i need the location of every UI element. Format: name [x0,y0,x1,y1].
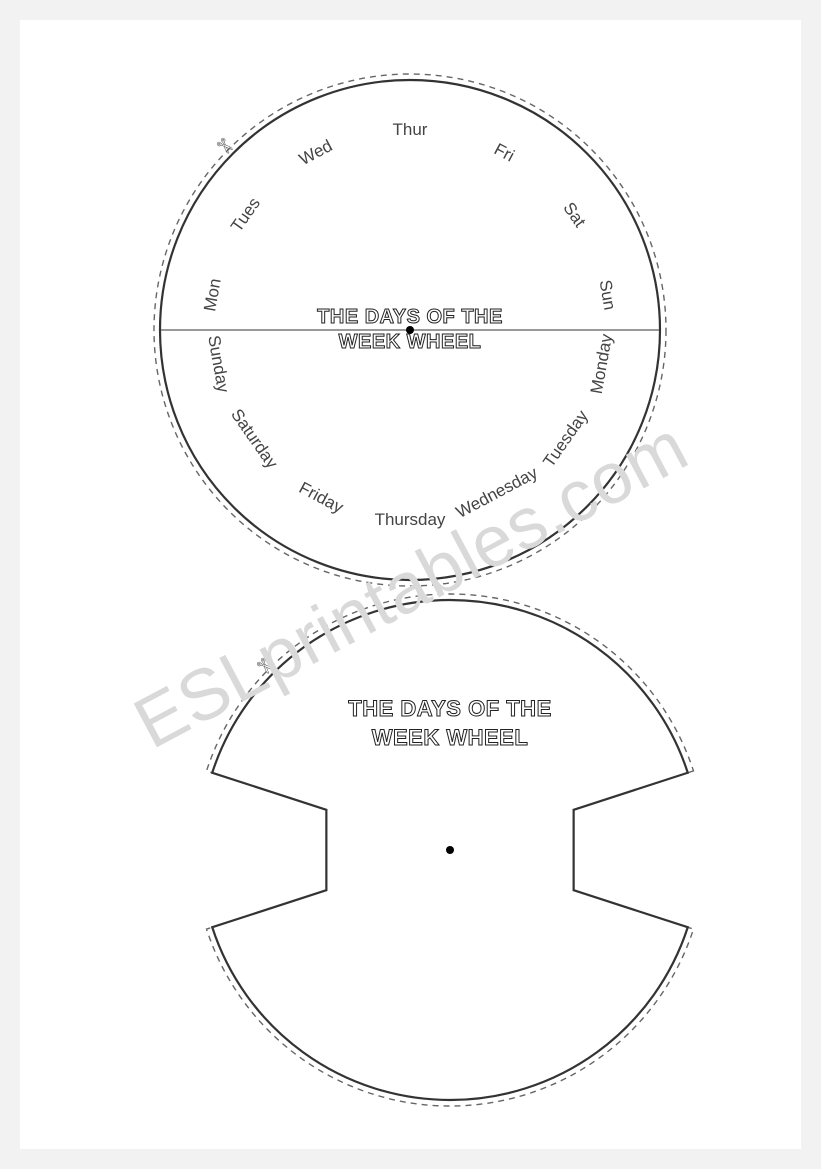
day-label: Wednesday [453,464,541,524]
day-label: Tuesday [539,407,592,471]
day-labels-container: Mon Tues Wed Thur Fri Sat Sun Monday TuesdayWedn… [142,62,678,598]
day-label: Thur [393,120,428,140]
title-line-1: THE DAYS OF THE [300,695,600,724]
day-label: Tues [227,194,265,236]
days-wheel-top: ✄ THE DAYS OF THE WEEK WHEEL MonTuesWedT… [142,62,678,598]
day-label: Mon [200,277,225,313]
day-label: Saturday [227,405,282,472]
day-label: Friday [295,478,346,518]
day-label: Fri [490,140,517,167]
day-label: Sunday [203,334,233,394]
worksheet-page: ✄ THE DAYS OF THE WEEK WHEEL Mon Tues Wed T… [20,20,801,1149]
title-line-2: WEEK WHEEL [300,724,600,753]
wheel-bottom-title: THE DAYS OF THE WEEK WHEEL [300,695,600,752]
day-label: Sun [594,279,619,312]
day-label: Thursday [375,510,446,530]
days-wheel-bottom: ✄ THE DAYS OF THE WEEK WHEEL [182,582,718,1118]
day-label: Monday [587,332,617,395]
day-label: Wed [296,136,336,170]
day-label: Sat [558,199,589,231]
